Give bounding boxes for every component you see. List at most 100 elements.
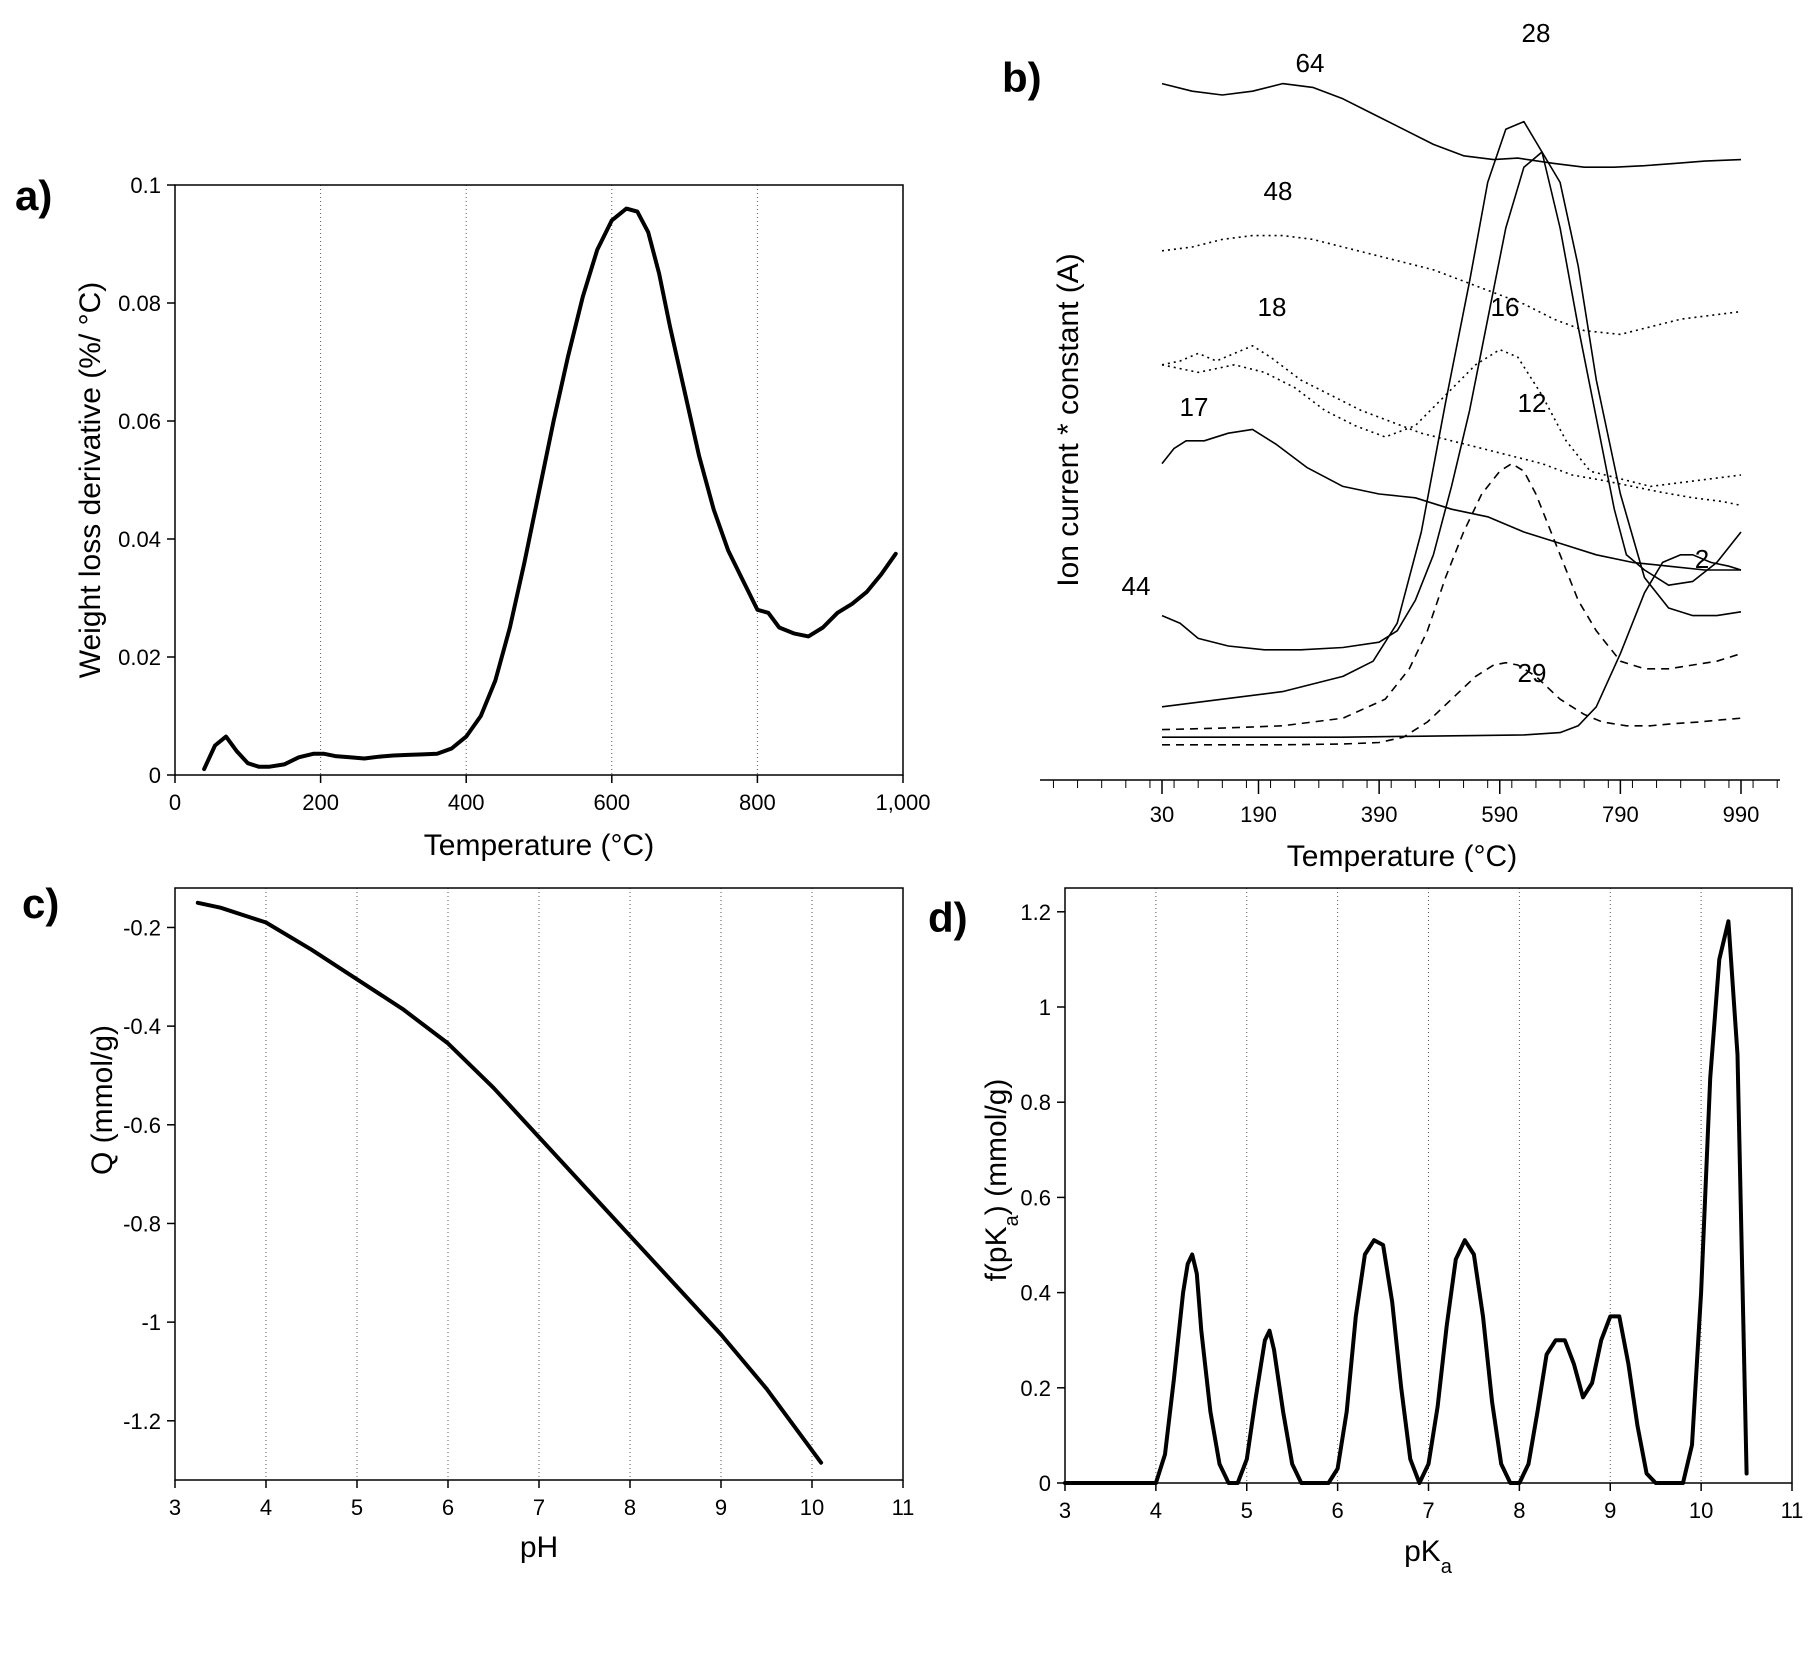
c-y-tick-label-3: -0.8 [123,1211,161,1236]
c-y-tick-label-5: -1.2 [123,1409,161,1434]
c-x-tick-label-3: 6 [442,1495,454,1520]
panel-c-letter: c) [22,880,59,927]
panel-a-x-ticks: 0 200 400 600 800 1,000 [169,775,931,815]
a-x-tick-label-3: 600 [593,790,630,815]
panel-b-series-44 [1161,151,1742,651]
d-x-tick-label-1: 4 [1150,1498,1162,1523]
a-y-tick-label-0: 0 [149,763,161,788]
d-x-tick-label-0: 3 [1059,1498,1071,1523]
panel-b-x-axis-unit: (°C) [1464,840,1518,873]
panel-b-curve-label-18: 18 [1258,292,1287,322]
panel-b-curve-label-28: 28 [1522,18,1551,48]
panel-d-y-axis-title-text: f(pK [980,1226,1013,1281]
a-y-tick-label-2: 0.04 [118,527,161,552]
panel-b-series-2 [1162,554,1742,738]
a-y-tick-label-1: 0.02 [118,645,161,670]
panel-b-series-18 [1161,345,1742,507]
c-x-tick-label-1: 4 [260,1495,272,1520]
a-series-line-0 [202,206,898,772]
c-x-tick-label-5: 8 [624,1495,636,1520]
c-y-tick-label-0: -0.2 [123,915,161,940]
c-y-tick-label-4: -1 [141,1310,161,1335]
c-x-tick-label-8: 11 [892,1495,915,1520]
d-y-tick-label-4: 0.8 [1020,1090,1051,1115]
d-series-line-0 [1063,919,1749,1485]
panel-b-y-axis-title: Ion current * constant (A) [1052,253,1085,587]
d-y-tick-label-6: 1.2 [1020,900,1051,925]
panel-d-y-axis-title: f(pKa) (mmol/g) [980,1079,1023,1282]
panel-a-y-ticks: 0 0.02 0.04 0.06 0.08 0.1 [118,173,175,788]
panel-d-y-axis-unit: ) (mmol/g) [980,1079,1013,1216]
c-y-tick-label-1: -0.4 [123,1014,161,1039]
panel-c-grid [265,888,813,1480]
panel-c: c) 3 4 5 6 7 8 9 10 11 -0.2 -0.4 -0.6 -0.8 -1 -1.2 pH… [22,880,914,1564]
panel-b-x-tick-label-4: 790 [1602,802,1639,827]
a-x-tick-label-0: 0 [169,790,181,815]
panel-b: b) 30 190 390 590 790 990 64 28 48 18 16 17 12 44 29 2… [1002,18,1780,873]
panel-d: d) 3 4 5 6 7 8 9 10 11 00.20.40.60.811.2 pKa f(p… [928,887,1804,1578]
panel-b-series-64 [1161,82,1742,168]
panel-d-y-axis-subscript: a [1001,1214,1023,1226]
panel-d-x-axis-title: pKa [1404,1535,1453,1578]
panel-d-x-axis-title-text: pK [1404,1535,1441,1568]
panel-d-x-ticks: 3 4 5 6 7 8 9 10 11 [1059,1483,1804,1523]
d-x-tick-label-5: 8 [1513,1498,1525,1523]
panel-b-x-ticks: 30 190 390 590 790 990 [1052,780,1778,827]
panel-a-letter: a) [15,172,52,219]
panel-d-x-axis-subscript: a [1441,1556,1453,1578]
a-x-tick-label-5: 1,000 [875,790,930,815]
c-x-tick-label-7: 10 [800,1495,824,1520]
d-x-tick-label-7: 10 [1689,1498,1713,1523]
panel-b-x-axis-title: Temperature (°C) [1287,840,1517,873]
panel-b-series-29 [1162,661,1742,746]
panel-c-series [195,900,824,1465]
panel-b-letter: b) [1002,54,1042,101]
c-x-tick-label-2: 5 [351,1495,363,1520]
panel-d-grid [1155,888,1702,1483]
d-y-tick-label-0: 0 [1039,1471,1051,1496]
panel-d-series [1063,919,1749,1485]
a-y-tick-label-3: 0.06 [118,409,161,434]
panel-b-x-tick-label-2: 390 [1361,802,1398,827]
c-x-tick-label-6: 9 [715,1495,727,1520]
d-x-tick-label-8: 11 [1781,1498,1804,1523]
d-x-tick-label-4: 7 [1422,1498,1434,1523]
panel-b-series-48 [1161,234,1742,336]
panel-a-grid [320,185,758,775]
c-series-line-0 [195,900,824,1465]
panel-b-x-axis-title-text: Temperature [1287,840,1455,873]
panel-d-y-ticks: 0 0.2 0.4 0.6 0.8 1 1.2 [1020,900,1065,1496]
c-y-tick-label-2: -0.6 [123,1113,161,1138]
c-x-tick-label-0: 3 [169,1495,181,1520]
panel-b-x-tick-label-5: 990 [1723,802,1760,827]
panel-a-x-axis-title: Temperature (°C) [424,829,654,862]
panel-c-y-ticks: -0.2 -0.4 -0.6 -0.8 -1 -1.2 [123,915,175,1434]
panel-b-curve-label-2: 2 [1695,544,1709,574]
panel-b-x-tick-label-0: 30 [1150,802,1174,827]
panel-b-curve-label-17: 17 [1180,392,1209,422]
d-x-tick-label-2: 5 [1241,1498,1253,1523]
panel-b-series [1161,82,1742,746]
panel-c-y-axis-title: Q (mmol/g) [86,1025,119,1175]
panel-b-curve-label-48: 48 [1264,176,1293,206]
d-y-tick-label-3: 0.6 [1020,1185,1051,1210]
panel-a-frame [174,184,904,776]
panel-b-series-17 [1161,428,1741,571]
d-x-tick-label-3: 6 [1332,1498,1344,1523]
d-y-tick-label-2: 0.4 [1020,1281,1051,1306]
a-x-tick-label-4: 800 [739,790,776,815]
d-x-tick-label-6: 9 [1604,1498,1616,1523]
panel-b-series-28 [1161,120,1742,708]
panel-c-x-axis-title: pH [520,1531,558,1564]
panel-c-x-ticks: 3 4 5 6 7 8 9 10 11 [169,1480,915,1520]
panel-b-series-12 [1161,462,1742,731]
a-y-tick-label-5: 0.1 [130,173,161,198]
panel-b-curve-labels: 64 28 48 18 16 17 12 44 29 2 [1122,18,1710,688]
panel-a-y-axis-title: Weight loss derivative (%/ °C) [74,282,107,679]
panel-b-curve-label-44: 44 [1122,571,1151,601]
panel-b-curve-label-12: 12 [1518,388,1547,418]
panel-a: a) 0 200 400 600 800 1,000 00.020.040.060.080… [15,172,931,862]
panel-b-curve-label-64: 64 [1296,48,1325,78]
panel-b-series-16 [1161,348,1742,488]
